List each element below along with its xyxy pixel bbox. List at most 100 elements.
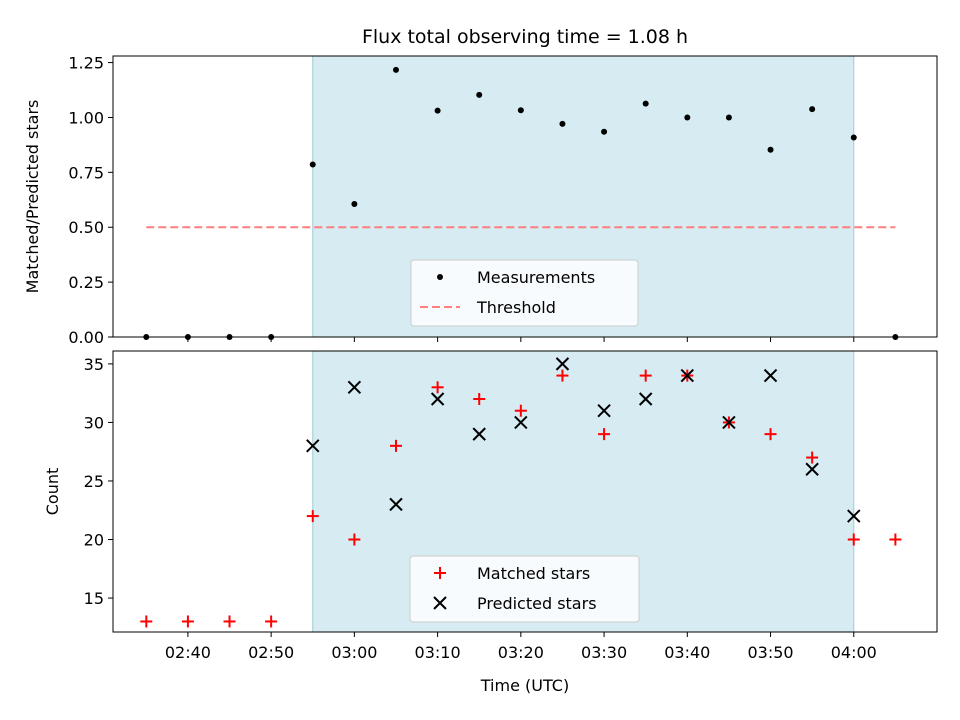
x-tick-label: 03:00 [331,643,377,662]
legend-threshold-label: Threshold [476,298,556,317]
ratio-y-axis: 0.00 0.25 0.50 0.75 1.00 1.25 [68,54,113,347]
ratio-plot-frame [112,55,938,338]
time-x-axis: 02:40 02:50 03:00 03:10 03:20 03:30 03:40 03:50… [165,632,877,662]
y-tick-label: 1.00 [68,108,104,127]
matched-star-point [181,615,194,628]
counts-legend-box [409,555,640,623]
predicted-star-point [514,415,528,430]
chart-title: Flux total observing time = 1.08 h [362,26,688,48]
predicted-star-point-b [389,497,403,512]
legend-plus [434,567,446,579]
predicted-star-point [597,404,611,418]
predicted-star-point [805,462,819,476]
y-tick-label: 25 [84,472,104,491]
measurement-point [309,161,316,168]
ratio-y-axis-label: Matched/Predicted stars [23,100,42,294]
predicted-star-point-b [763,368,778,383]
measurement-point [725,114,732,121]
predicted-star-point-b [680,368,695,383]
counts-y-axis-label: Count [43,468,62,516]
legend-matched-marker [434,567,446,579]
measurement-point [392,66,399,73]
x-tick-label: 03:20 [498,643,544,662]
matched-star-point [306,510,319,523]
predicted-star-point-b [805,462,819,476]
matched-star-point [556,369,569,382]
matched-star-point [764,428,777,441]
measurement-point [601,128,608,135]
predicted-star-point [722,415,736,430]
y-tick-label: 35 [84,355,104,374]
predicted-star-point-b [722,415,736,430]
predicted-star-point [680,368,695,383]
predicted-star-point [472,427,486,441]
predicted-star-point [430,392,445,406]
predicted-star-point-b [430,392,445,406]
matched-star-point [223,615,236,628]
legend-predicted-marker [433,596,447,610]
predicted-star-point-b [472,427,486,441]
y-tick-label: 0.75 [68,163,104,182]
measurement-point [809,106,816,113]
x-tick-label: 03:10 [415,643,461,662]
measurement-point [476,91,483,98]
predicted-star-point [555,357,570,371]
ratio-x-ticks [187,337,855,342]
predicted-star-point [763,368,778,383]
matched-stars-points [140,369,902,628]
measurement-point [850,134,857,141]
matched-star-point [598,428,611,441]
counts-panel: 15 20 25 30 35 02:40 02:50 03:00 03:10 03:20 03:3… [43,350,938,695]
matched-star-point [514,404,527,417]
measurement-point [642,100,649,107]
measurement-point [434,107,441,114]
ratio-panel: 0.00 0.25 0.50 0.75 1.00 1.25 Matched/Predict… [23,54,938,347]
measurement-point [767,146,774,153]
legend-measurements-label: Measurements [477,268,595,287]
matched-star-point [473,393,486,406]
predicted-star-point-b [306,439,320,453]
matched-star-point [639,369,652,382]
matched-star-point [389,439,402,452]
matched-star-point [348,533,361,546]
matched-star-point [889,533,902,546]
y-tick-label: 20 [84,531,104,550]
legend-matched-label: Matched stars [477,564,590,583]
matched-star-point [806,451,819,464]
legend-measurements-marker [437,274,443,280]
y-tick-label: 0.50 [68,218,104,237]
predicted-star-point [847,509,861,523]
ratio-legend-box [410,259,639,327]
y-tick-label: 15 [84,589,104,608]
predicted-star-point [306,439,320,453]
predicted-stars-points [306,357,861,523]
x-tick-label: 03:30 [581,643,627,662]
predicted-star-point-b [347,380,362,395]
y-tick-label: 30 [84,413,104,432]
predicted-star-point [638,392,653,406]
predicted-star-point-b [847,509,861,523]
counts-plot-frame [112,350,938,633]
matched-star-point [431,381,444,394]
x-tick-label: 03:40 [664,643,710,662]
matched-star-point [847,533,860,546]
time-x-axis-label: Time (UTC) [480,676,569,695]
matched-star-point [140,615,153,628]
x-tick-label: 02:40 [165,643,211,662]
x-tick-label: 04:00 [831,643,877,662]
predicted-star-point [347,380,362,395]
measurement-point [517,107,524,114]
ratio-legend: Measurements Threshold [410,259,639,327]
legend-cross-b [433,596,447,610]
legend-predicted-label: Predicted stars [477,594,597,613]
measurement-point [559,120,566,127]
predicted-star-point-b [638,392,653,406]
counts-legend: Matched stars Predicted stars [409,555,640,623]
y-tick-label: 0.00 [68,328,104,347]
matched-star-point [265,615,278,628]
measurement-point [351,200,358,207]
predicted-star-point [389,497,403,512]
predicted-star-point-b [514,415,528,430]
predicted-star-point-b [597,404,611,418]
